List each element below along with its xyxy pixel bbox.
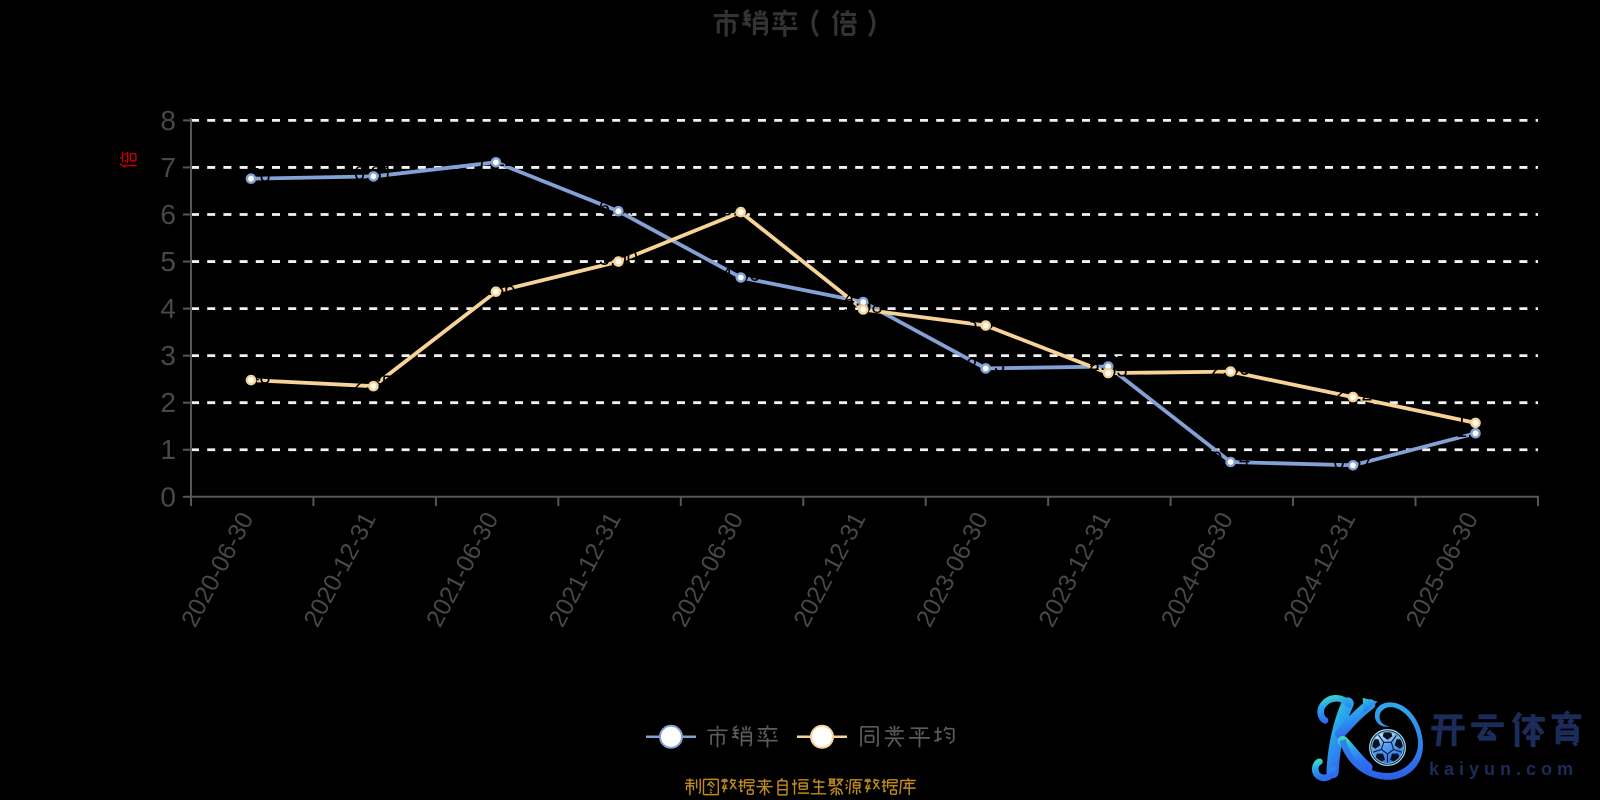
svg-text:1: 1 [160, 434, 176, 465]
svg-text:2: 2 [160, 387, 176, 418]
svg-text:3: 3 [160, 340, 176, 371]
svg-text:5: 5 [160, 246, 176, 277]
svg-text:kaiyun.com: kaiyun.com [1429, 759, 1578, 779]
svg-text:6: 6 [160, 199, 176, 230]
svg-text:0: 0 [160, 481, 176, 512]
svg-text:4: 4 [160, 293, 176, 324]
svg-text:8: 8 [160, 105, 176, 136]
svg-text:7: 7 [160, 152, 176, 183]
